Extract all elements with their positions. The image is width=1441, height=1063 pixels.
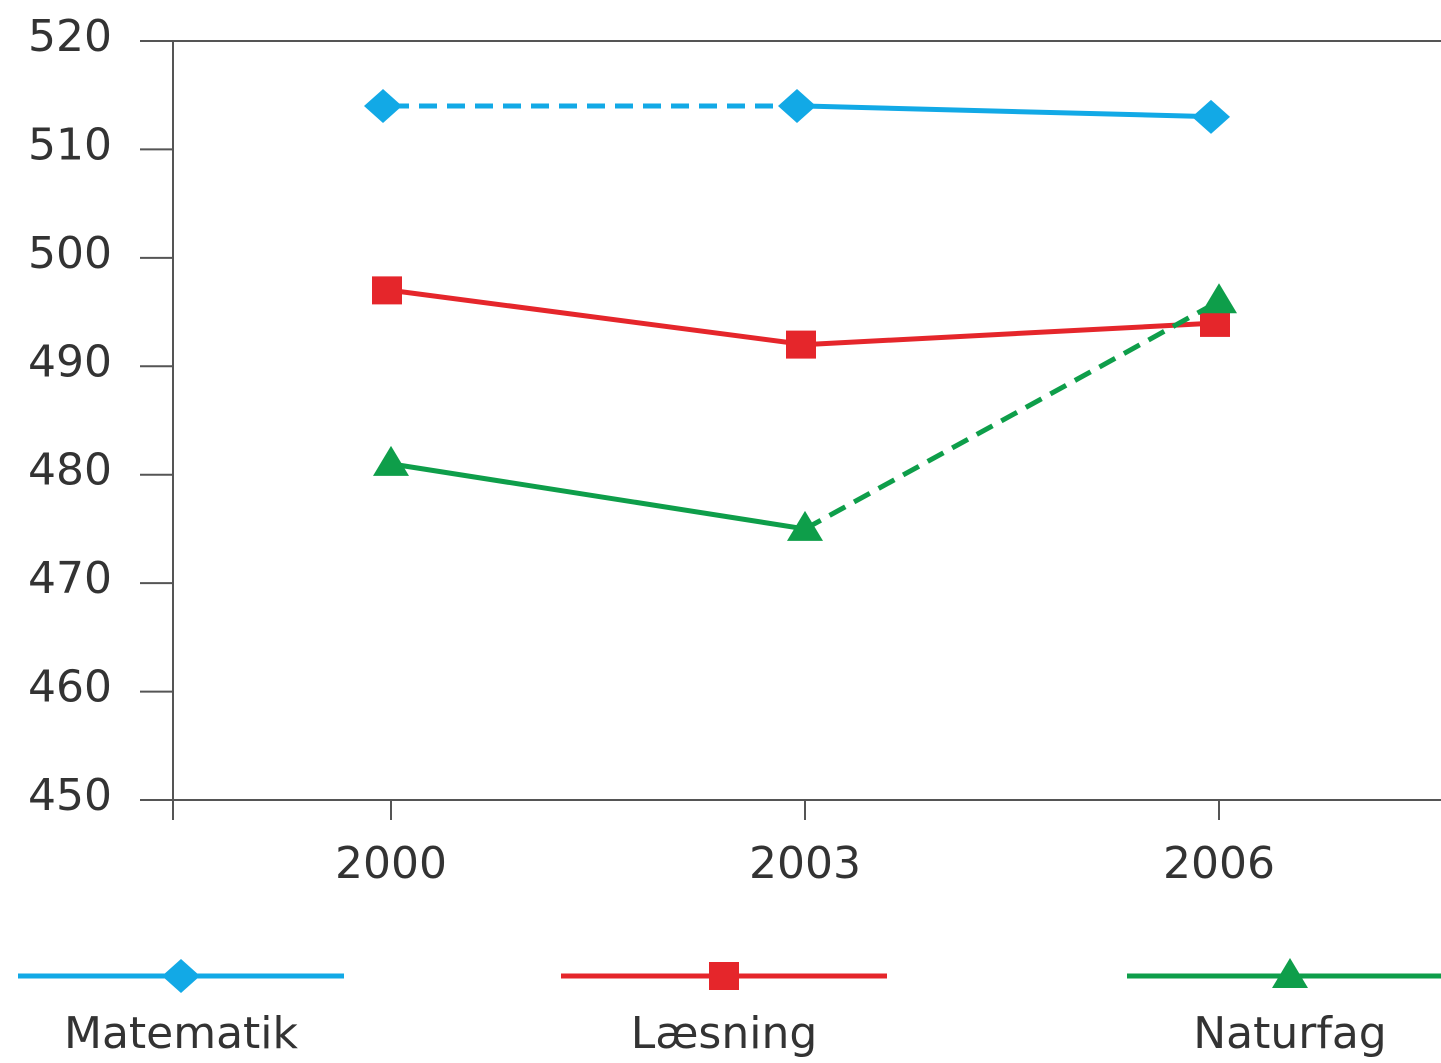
line-segment — [804, 103, 1220, 120]
x-tick-label: 2000 — [335, 838, 447, 889]
point — [1201, 283, 1237, 314]
y-tick-label: 450 — [28, 770, 112, 821]
point — [1192, 99, 1230, 134]
y-tick-label: 460 — [28, 662, 112, 713]
legend-label: Naturfag — [1193, 1008, 1387, 1059]
line-segment — [390, 287, 806, 348]
y-tick-label: 470 — [28, 553, 112, 604]
point — [1200, 308, 1230, 337]
y-tick-label: 480 — [28, 445, 112, 496]
line-segment — [390, 461, 806, 532]
y-tick-label: 520 — [28, 11, 112, 62]
legend-label: Læsning — [631, 1008, 818, 1059]
point — [364, 89, 402, 124]
point — [786, 330, 816, 359]
point — [372, 276, 402, 305]
legend-marker — [709, 962, 739, 990]
legend-marker — [162, 959, 200, 993]
legend-marker — [1272, 958, 1308, 988]
legend-label: Matematik — [64, 1008, 299, 1059]
point — [787, 510, 823, 541]
y-tick-label: 510 — [28, 119, 112, 170]
y-tick-label: 500 — [28, 228, 112, 279]
line-segment — [804, 320, 1220, 348]
x-tick-label: 2003 — [749, 838, 861, 889]
y-tick-label: 490 — [28, 336, 112, 387]
line-segment — [803, 299, 1221, 532]
point — [778, 89, 816, 124]
point — [373, 445, 409, 476]
x-tick-label: 2006 — [1163, 838, 1275, 889]
